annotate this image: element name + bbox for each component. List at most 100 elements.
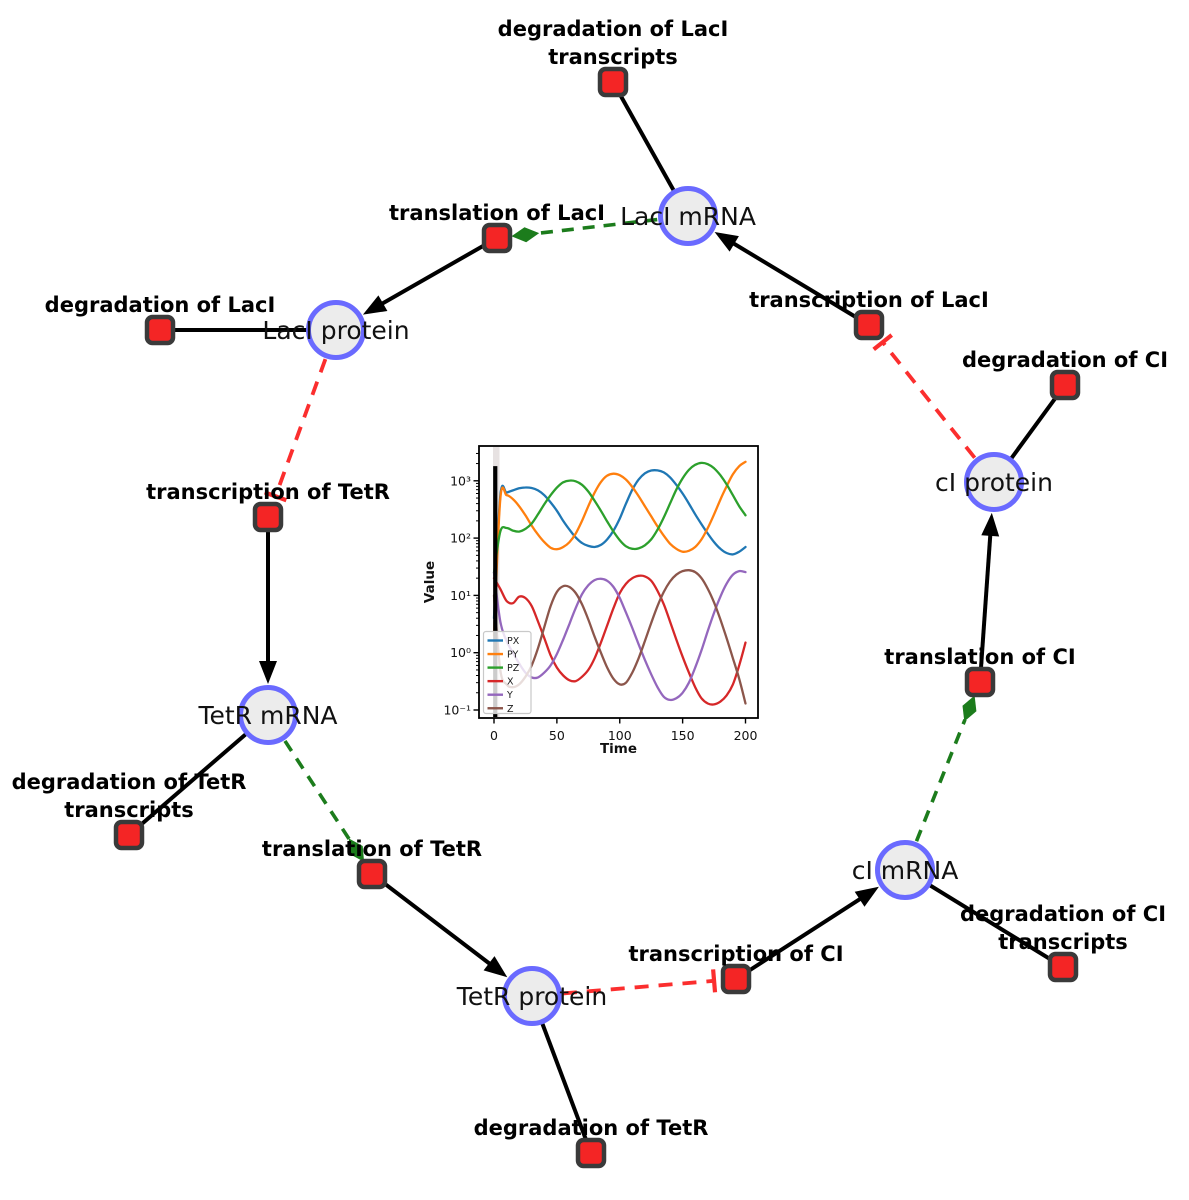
production-line bbox=[726, 238, 871, 327]
arrowhead-icon bbox=[714, 232, 739, 252]
x-tick-label: 50 bbox=[549, 728, 565, 743]
chart-frame bbox=[478, 445, 759, 719]
chart-series-Y bbox=[492, 569, 747, 702]
legend-item-PY: PY bbox=[487, 650, 519, 661]
reaction-node-translation-laci bbox=[481, 222, 513, 254]
chart-legend: PX PY PZ XYZ bbox=[482, 630, 532, 715]
reaction-label-degradation-ci: degradation of CI bbox=[962, 348, 1168, 372]
inhibition-line bbox=[562, 978, 715, 996]
x-tick-label: 0 bbox=[490, 728, 498, 743]
reaction-label-translation-tetr: translation of TetR bbox=[262, 837, 482, 861]
edge-production-transcription-tetr-tetr-mrna bbox=[259, 517, 277, 684]
reaction-node-translation-ci bbox=[964, 666, 996, 698]
edge-modifier-ci-mrna-translation-ci bbox=[914, 695, 977, 842]
edge-consumption-ci-mrna-degradation-ci-transcripts bbox=[903, 868, 1065, 969]
x-tick-label: 200 bbox=[734, 728, 758, 743]
y-tick-label: 10² bbox=[450, 531, 471, 546]
modifier-arrowhead-icon bbox=[511, 227, 540, 243]
edge-production-translation-ci-ci-protein bbox=[978, 512, 1000, 683]
legend-label-X: X bbox=[507, 677, 514, 688]
legend-item-Z: Z bbox=[487, 704, 514, 715]
modifier-line bbox=[283, 739, 352, 842]
modifier-line bbox=[914, 718, 967, 842]
legend-label-PZ: PZ bbox=[507, 663, 520, 674]
reaction-node-degradation-ci bbox=[1049, 369, 1081, 401]
edge-production-transcription-laci-laci-mrna bbox=[714, 232, 871, 327]
reaction-node-translation-tetr bbox=[356, 858, 388, 890]
chart-series-Z bbox=[492, 569, 747, 705]
production-line bbox=[370, 872, 497, 970]
x-tick-label: 150 bbox=[671, 728, 695, 743]
y-tick-label: 10⁻¹ bbox=[443, 703, 471, 718]
legend-label-PY: PY bbox=[507, 650, 519, 661]
arrowhead-icon bbox=[981, 512, 1000, 537]
species-label-tetr-protein: TetR protein bbox=[456, 982, 607, 1011]
modifier-arrowhead-icon bbox=[348, 838, 365, 862]
reaction-node-transcription-laci bbox=[853, 309, 885, 341]
legend-box bbox=[482, 630, 532, 715]
consumption-line bbox=[127, 713, 270, 837]
consumption-line bbox=[903, 868, 1065, 969]
chart-series-X bbox=[492, 574, 747, 706]
species-label-ci-protein: cI protein bbox=[935, 468, 1053, 497]
inhibition-tbar-icon bbox=[263, 490, 288, 503]
legend-label-PX: PX bbox=[507, 636, 520, 647]
production-line bbox=[374, 236, 498, 309]
reaction-label-transcription-laci: transcription of LacI bbox=[749, 288, 989, 312]
chart-series-PZ bbox=[492, 461, 747, 574]
reaction-node-transcription-ci bbox=[720, 963, 752, 995]
x-tick-label: 100 bbox=[608, 728, 632, 743]
x-axis-label: Time bbox=[600, 741, 637, 757]
edge-inhibition-ci-protein-transcription-laci bbox=[872, 333, 977, 459]
reaction-label-degradation-ci-transcripts: degradation of CI bbox=[960, 902, 1166, 926]
edge-inhibition-tetr-protein-transcription-ci bbox=[562, 969, 718, 996]
reaction-label-translation-ci: translation of CI bbox=[884, 645, 1075, 669]
reaction-label-degradation-tetr-transcripts: transcripts bbox=[64, 798, 194, 822]
edge-production-transcription-ci-ci-mrna bbox=[734, 886, 879, 981]
legend-label-Z: Z bbox=[507, 704, 514, 715]
chart-series-group bbox=[492, 460, 747, 717]
edge-modifier-tetr-mrna-translation-tetr bbox=[283, 739, 365, 862]
legend-item-Y: Y bbox=[487, 690, 513, 701]
species-label-tetr-mrna: TetR mRNA bbox=[197, 701, 337, 730]
reaction-label-transcription-ci: transcription of CI bbox=[628, 942, 843, 966]
legend-item-X: X bbox=[487, 677, 514, 688]
species-node-tetr-protein bbox=[502, 966, 562, 1026]
arrowhead-icon bbox=[854, 886, 879, 907]
inhibition-tbar-icon bbox=[711, 969, 718, 993]
reaction-node-degradation-tetr bbox=[575, 1137, 607, 1169]
modifier-arrowhead-icon bbox=[962, 695, 977, 722]
legend-item-PZ: PZ bbox=[487, 663, 520, 674]
legend-item-PX: PX bbox=[487, 636, 520, 647]
arrowhead-icon bbox=[259, 661, 277, 684]
inhibition-line bbox=[881, 341, 977, 459]
nodes-layer bbox=[113, 66, 1081, 1169]
production-line bbox=[978, 527, 993, 683]
reaction-label-degradation-tetr-transcripts: degradation of TetR bbox=[12, 770, 247, 794]
edge-modifier-laci-mrna-translation-laci bbox=[511, 217, 658, 243]
y-tick-label: 10⁰ bbox=[450, 645, 471, 660]
species-label-laci-mrna: LacI mRNA bbox=[620, 202, 756, 231]
reaction-node-degradation-laci-transcripts bbox=[597, 66, 629, 98]
species-label-ci-mrna: cI mRNA bbox=[852, 856, 959, 885]
legend-label-Y: Y bbox=[506, 690, 513, 701]
inhibition-tbar-icon bbox=[872, 333, 894, 352]
reaction-label-degradation-laci: degradation of LacI bbox=[45, 293, 276, 317]
edge-production-translation-laci-laci-protein bbox=[362, 236, 498, 315]
arrowhead-icon bbox=[362, 295, 388, 315]
species-node-laci-mrna bbox=[658, 186, 718, 246]
species-label-laci-protein: LacI protein bbox=[262, 316, 409, 345]
chart-series-PX bbox=[492, 469, 747, 620]
chart-series-PY bbox=[492, 460, 747, 637]
reaction-node-degradation-ci-transcripts bbox=[1047, 951, 1079, 983]
production-line bbox=[734, 893, 868, 981]
species-node-ci-protein bbox=[964, 452, 1024, 512]
reaction-label-translation-laci: translation of LacI bbox=[389, 201, 605, 225]
edge-inhibition-laci-protein-transcription-tetr bbox=[263, 358, 328, 503]
reaction-node-transcription-tetr bbox=[252, 501, 284, 533]
y-axis-label: Value bbox=[422, 561, 438, 603]
species-node-ci-mrna bbox=[875, 840, 935, 900]
species-node-laci-protein bbox=[306, 300, 366, 360]
y-tick-label: 10¹ bbox=[450, 588, 471, 603]
